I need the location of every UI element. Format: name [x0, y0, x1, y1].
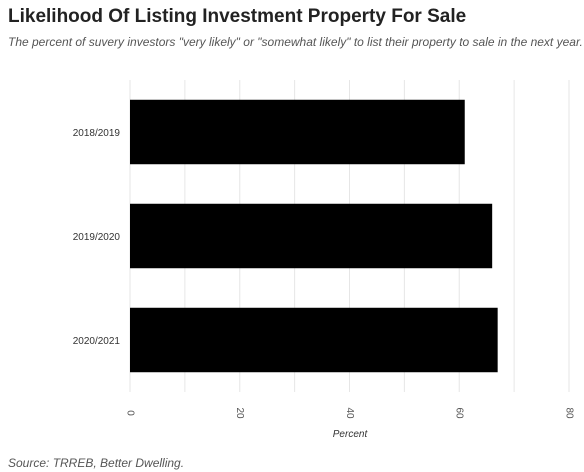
chart-subtitle: The percent of suvery investors "very li…: [8, 35, 583, 49]
x-tick-label: 0: [124, 410, 135, 416]
category-label: 2020/2021: [73, 336, 121, 347]
category-label: 2018/2019: [73, 128, 121, 139]
bar-2019-2020: [130, 203, 493, 269]
chart-title: Likelihood Of Listing Investment Propert…: [8, 6, 467, 27]
bars: [130, 99, 498, 373]
source-note: Source: TRREB, Better Dwelling.: [8, 456, 185, 470]
category-label: 2019/2020: [73, 232, 121, 243]
bar-2020-2021: [130, 307, 498, 373]
bar-2018-2019: [130, 99, 465, 165]
x-tick-label: 40: [344, 407, 355, 419]
x-tick-label: 60: [454, 407, 465, 419]
x-tick-labels: 0 20 40 60 80: [124, 407, 574, 419]
x-tick-label: 20: [234, 407, 245, 419]
x-tick-label: 80: [563, 407, 574, 419]
category-labels: 2018/2019 2019/2020 2020/2021: [73, 128, 121, 347]
x-axis-label: Percent: [333, 429, 369, 440]
